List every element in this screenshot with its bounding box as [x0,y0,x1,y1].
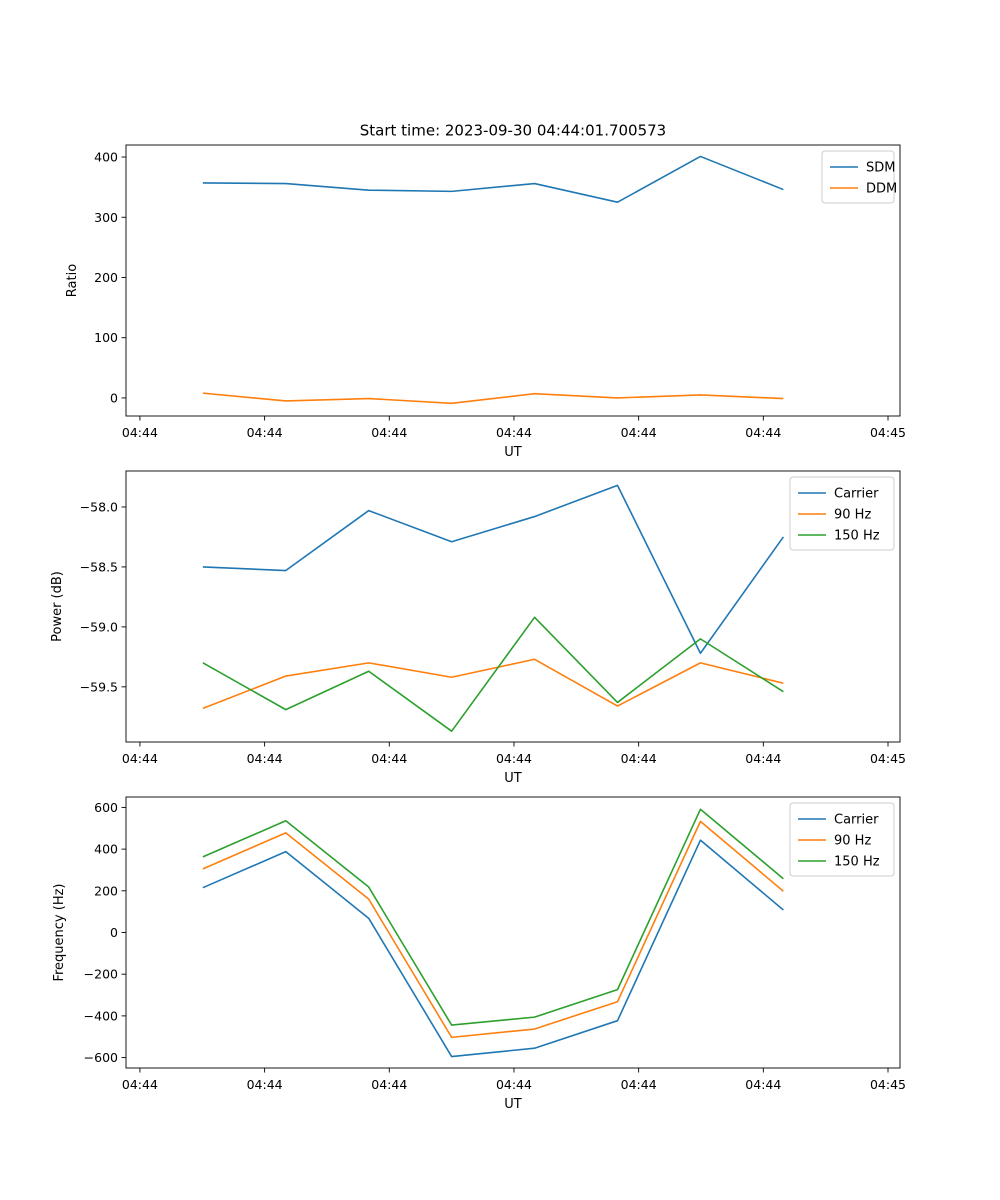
legend-label-ddm: DDM [866,182,897,197]
x-tick-label: 04:44 [371,1077,407,1092]
series-line-90-hz [202,658,784,710]
legend-label-carrier: Carrier [834,813,879,828]
x-tick-label: 04:44 [496,425,532,440]
y-tick-label: 200 [94,883,118,898]
x-tick-label: 04:44 [371,425,407,440]
x-tick-label: 04:44 [122,751,158,766]
x-axis-label: UT [504,445,522,460]
series-line-carrier [202,839,784,1058]
legend-box [821,150,895,204]
y-tick-label: 400 [94,842,118,857]
x-tick-label: 04:44 [745,1077,781,1092]
x-tick-label: 04:44 [621,1077,657,1092]
y-tick-label: −400 [84,1008,118,1023]
legend: SDM DDM [821,150,897,204]
legend-label-sdm: SDM [866,161,895,176]
x-tick-label: 04:44 [247,751,283,766]
x-tick-label: 04:44 [122,1077,158,1092]
x-tick-label: 04:44 [745,425,781,440]
x-tick-label: 04:44 [371,751,407,766]
y-tick-label: −58.0 [80,499,118,514]
y-axis-label: Power (dB) [50,571,65,642]
power-panel: 04:44 04:44 04:44 04:44 04:44 04:44 04:45 UT −59… [50,470,906,786]
y-tick-label: 600 [94,800,118,815]
axes-frame [125,470,901,743]
axes-frame [125,144,901,417]
x-tick-label: 04:45 [870,425,906,440]
series-line-ddm [202,392,784,405]
legend-label-150-hz: 150 Hz [834,529,880,544]
x-tick-label: 04:44 [496,1077,532,1092]
x-axis-label: UT [504,771,522,786]
legend-label-90-hz: 90 Hz [834,834,871,849]
ratio-panel: 04:44 04:44 04:44 04:44 04:44 04:44 04:45 UT 0 10… [65,144,906,460]
y-tick-label: 100 [94,330,118,345]
figure-title: Start time: 2023-09-30 04:44:01.700573 [360,122,666,140]
y-tick-label: −59.0 [80,619,118,634]
series-line-sdm [202,155,784,204]
x-tick-label: 04:45 [870,751,906,766]
x-tick-label: 04:44 [247,1077,283,1092]
y-tick-label: −58.5 [80,559,118,574]
legend-box [789,476,895,551]
x-tick-label: 04:44 [621,751,657,766]
y-tick-label: 200 [94,270,118,285]
legend-label-carrier: Carrier [834,487,879,502]
y-tick-label: 400 [94,150,118,165]
x-axis-label: UT [504,1097,522,1112]
series-line-90-hz [202,820,784,1039]
axes-frame [125,796,901,1069]
x-tick-label: 04:45 [870,1077,906,1092]
legend: Carrier 90 Hz 150 Hz [789,476,895,551]
legend-label-150-hz: 150 Hz [834,855,880,870]
y-axis-label: Ratio [65,264,80,297]
frequency-panel: 04:44 04:44 04:44 04:44 04:44 04:44 04:45 UT −60… [52,796,906,1112]
y-tick-label: 0 [110,390,118,405]
y-axis-label: Frequency (Hz) [52,883,67,981]
y-tick-label: 300 [94,210,118,225]
legend-box [789,802,895,877]
y-tick-label: −200 [84,967,118,982]
series-line-150-hz [202,808,784,1026]
y-tick-label: −59.5 [80,679,118,694]
x-tick-label: 04:44 [496,751,532,766]
series-line-150-hz [202,616,784,733]
series-line-carrier [202,484,785,655]
x-tick-label: 04:44 [122,425,158,440]
y-tick-label: −600 [84,1050,118,1065]
x-tick-label: 04:44 [745,751,781,766]
x-tick-label: 04:44 [621,425,657,440]
legend: Carrier 90 Hz 150 Hz [789,802,895,877]
x-tick-label: 04:44 [247,425,283,440]
y-tick-label: 0 [110,925,118,940]
legend-label-90-hz: 90 Hz [834,508,871,523]
